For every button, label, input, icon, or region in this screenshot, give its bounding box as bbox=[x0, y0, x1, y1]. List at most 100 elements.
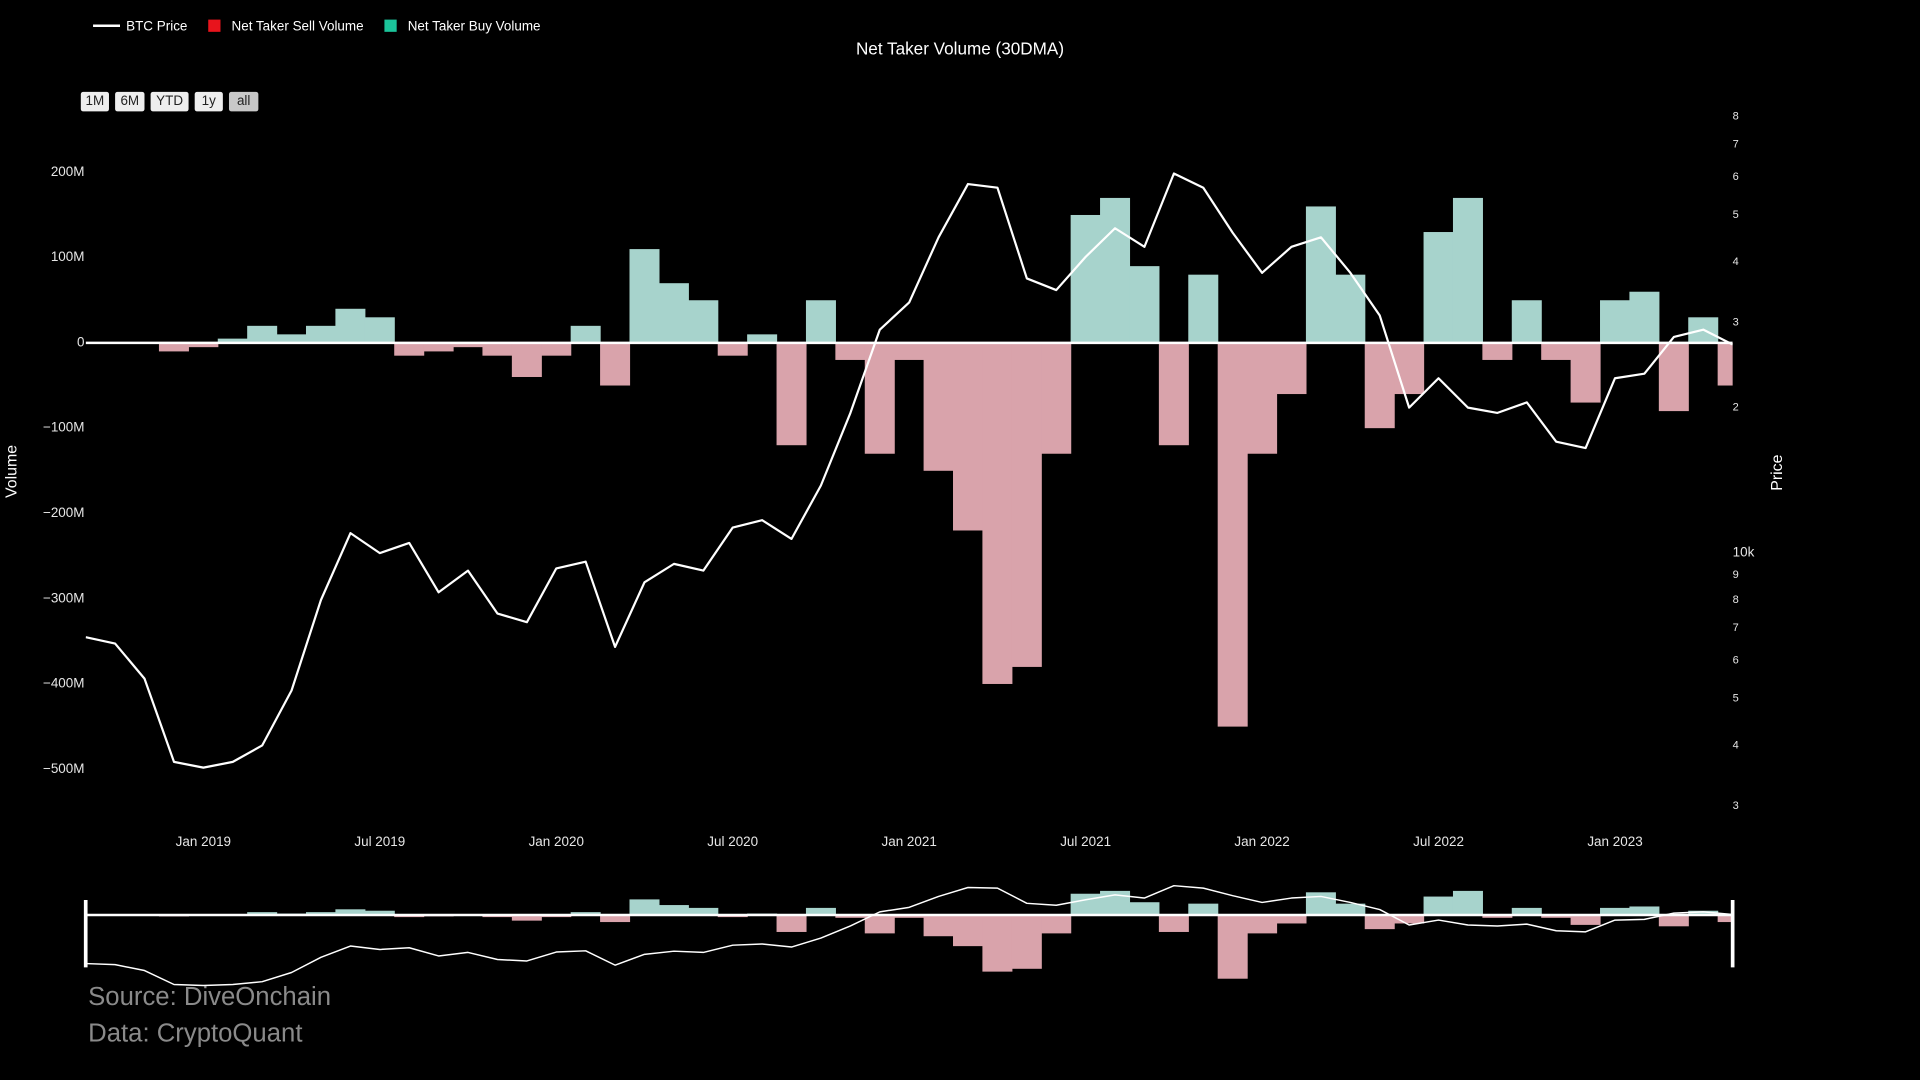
range-button[interactable]: 1M bbox=[80, 91, 109, 112]
mini-volume-bar bbox=[1188, 903, 1219, 915]
volume-bar bbox=[305, 325, 336, 343]
y2-tick-label: 6 bbox=[1733, 654, 1739, 666]
y2-tick-label: 8 bbox=[1733, 594, 1739, 606]
mini-volume-bar bbox=[658, 905, 689, 915]
mini-volume-bar bbox=[1452, 890, 1483, 915]
mini-volume-bar bbox=[1570, 914, 1601, 925]
range-button-label: 1y bbox=[202, 93, 216, 108]
y2-axis-title: Price bbox=[1769, 454, 1786, 490]
mini-volume-bar bbox=[1482, 914, 1513, 918]
volume-bar bbox=[1658, 342, 1689, 412]
mini-volume-bar bbox=[1394, 914, 1425, 924]
x-tick-label: Jan 2019 bbox=[176, 834, 231, 849]
mini-volume-bar bbox=[600, 914, 631, 923]
mini-volume-bar bbox=[864, 914, 895, 934]
volume-bar bbox=[1011, 342, 1042, 667]
y-tick-label: −400M bbox=[43, 676, 85, 691]
volume-bar bbox=[1305, 206, 1336, 343]
volume-bar bbox=[1394, 342, 1425, 395]
mini-volume-bar bbox=[1247, 914, 1278, 934]
volume-bar bbox=[1247, 342, 1278, 454]
mini-volume-bar bbox=[305, 912, 336, 915]
volume-bar bbox=[1041, 342, 1072, 454]
volume-bar bbox=[894, 342, 925, 360]
y-tick-label: −200M bbox=[43, 505, 85, 520]
volume-bar bbox=[1158, 342, 1189, 446]
volume-bar bbox=[658, 283, 689, 343]
volume-bar bbox=[423, 342, 454, 352]
mini-volume-bar bbox=[570, 912, 601, 915]
range-button[interactable]: 1y bbox=[194, 91, 223, 112]
chart-title: Net Taker Volume (30DMA) bbox=[856, 39, 1064, 59]
volume-bar bbox=[158, 342, 189, 352]
volume-bar bbox=[1541, 342, 1572, 360]
mini-volume-bar bbox=[1335, 903, 1366, 915]
volume-bar bbox=[953, 342, 984, 531]
price-line bbox=[85, 172, 1733, 769]
volume-bar bbox=[805, 300, 836, 343]
mini-volume-bar bbox=[1158, 914, 1189, 932]
mini-volume-bar bbox=[894, 914, 925, 918]
plot-area bbox=[85, 172, 1733, 769]
range-button[interactable]: YTD bbox=[150, 91, 189, 112]
volume-bar bbox=[1070, 214, 1101, 343]
y2-tick-label: 4 bbox=[1733, 256, 1739, 268]
legend-label: Net Taker Sell Volume bbox=[232, 19, 364, 34]
volume-bar bbox=[482, 342, 513, 356]
y2-tick-label: 5 bbox=[1733, 209, 1739, 221]
y2-tick-label: 2 bbox=[1733, 402, 1739, 414]
x-tick-label: Jan 2021 bbox=[882, 834, 937, 849]
legend-swatch bbox=[208, 19, 221, 32]
volume-bar bbox=[453, 342, 484, 348]
volume-bar bbox=[335, 308, 366, 343]
volume-bar bbox=[247, 325, 278, 343]
volume-bar bbox=[1482, 342, 1513, 360]
mini-volume-bar bbox=[982, 914, 1013, 972]
mini-volume-bar bbox=[1041, 914, 1072, 934]
volume-bar bbox=[1423, 232, 1454, 343]
volume-bar bbox=[511, 342, 542, 377]
mini-volume-bar bbox=[923, 914, 954, 937]
volume-bar bbox=[747, 334, 778, 343]
volume-bar bbox=[570, 325, 601, 343]
y2-tick-label: 6 bbox=[1733, 171, 1739, 183]
mini-volume-bar bbox=[1011, 914, 1042, 969]
volume-bar bbox=[1217, 342, 1248, 727]
mini-volume-bar bbox=[1129, 902, 1160, 915]
range-button-label: YTD bbox=[156, 93, 183, 108]
mini-volume-bar bbox=[1364, 914, 1395, 930]
y2-tick-label: 7 bbox=[1733, 138, 1739, 150]
volume-bar bbox=[394, 342, 425, 356]
volume-bar bbox=[1717, 342, 1733, 386]
volume-bar bbox=[835, 342, 866, 360]
y2-tick-label: 4 bbox=[1733, 739, 1739, 751]
range-button[interactable]: 6M bbox=[115, 91, 145, 112]
volume-bar bbox=[1129, 266, 1160, 343]
mini-volume-bar bbox=[335, 909, 366, 915]
mini-volume-bar bbox=[1217, 914, 1248, 979]
legend-label: Net Taker Buy Volume bbox=[408, 19, 541, 34]
mini-volume-bar bbox=[1305, 892, 1336, 915]
volume-bar bbox=[1511, 300, 1542, 343]
mini-volume-bar bbox=[1423, 896, 1454, 915]
range-slider[interactable] bbox=[85, 884, 1748, 987]
volume-bar bbox=[688, 300, 719, 343]
range-button-label: 1M bbox=[86, 93, 105, 108]
volume-bar bbox=[629, 249, 660, 343]
y2-tick-label: 3 bbox=[1733, 800, 1739, 812]
mini-volume-bar bbox=[511, 914, 542, 921]
y-axis-title: Volume bbox=[3, 445, 20, 498]
mini-volume-bar bbox=[629, 899, 660, 915]
mini-price-line bbox=[85, 884, 1733, 987]
y-tick-label: 100M bbox=[51, 249, 85, 264]
y-tick-label: −500M bbox=[43, 761, 85, 776]
mini-volume-bar bbox=[1688, 910, 1719, 915]
range-button-bg bbox=[80, 91, 109, 112]
volume-bar bbox=[1629, 291, 1660, 343]
y-tick-label: −100M bbox=[43, 420, 85, 435]
volume-bar bbox=[1188, 274, 1219, 343]
mini-volume-bar bbox=[1070, 893, 1101, 915]
range-button[interactable]: all bbox=[228, 91, 259, 112]
mini-volume-bar bbox=[1629, 906, 1660, 915]
